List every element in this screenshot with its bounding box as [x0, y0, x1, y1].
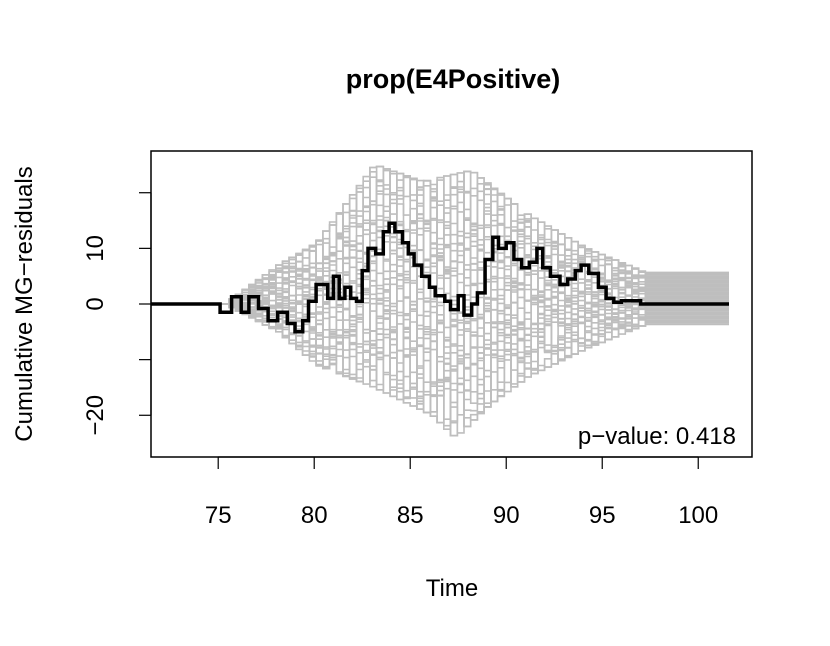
x-tick-label: 80 [301, 502, 328, 529]
y-tick-label: −20 [82, 395, 109, 436]
x-tick-label: 90 [493, 502, 520, 529]
x-tick-label: 100 [678, 502, 718, 529]
simulated-paths [151, 165, 729, 437]
y-axis-label: Cumulative MG−residuals [11, 166, 38, 441]
simulated-path-38 [151, 168, 729, 305]
chart-title: prop(E4Positive) [346, 64, 561, 94]
x-axis-label: Time [426, 575, 478, 602]
simulated-path-30 [151, 179, 729, 305]
x-axis: 75 80 85 90 95 100 [205, 456, 718, 529]
x-tick-label: 85 [397, 502, 424, 529]
observed-path-group [151, 221, 729, 334]
observed-path [151, 221, 729, 334]
simulated-path-36 [151, 165, 729, 305]
simulated-path-37 [151, 177, 729, 305]
simulated-path-40 [151, 165, 729, 305]
x-tick-label: 75 [205, 502, 232, 529]
p-value-annotation: p−value: 0.418 [578, 423, 736, 450]
simulated-path-39 [151, 165, 729, 305]
x-tick-label: 95 [589, 502, 616, 529]
y-tick-label: 0 [82, 297, 109, 310]
y-tick-label: 10 [82, 235, 109, 262]
y-axis: −20 0 10 [82, 192, 152, 436]
simulated-path-31 [151, 180, 729, 305]
